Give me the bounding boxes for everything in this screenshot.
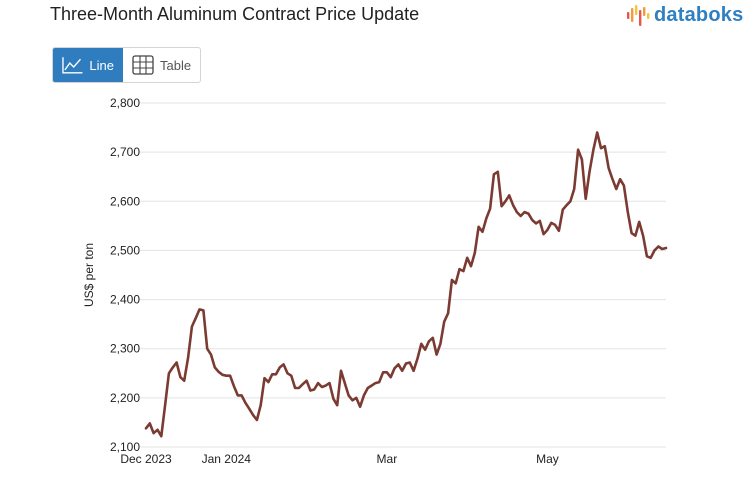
x-tick-label: May xyxy=(536,452,559,466)
x-tick-label: Jan 2024 xyxy=(202,452,252,466)
y-axis-label: US$ per ton xyxy=(82,243,96,307)
y-tick-label: 2,600 xyxy=(110,194,140,208)
y-tick-label: 2,500 xyxy=(110,243,140,257)
brand-name: databoks xyxy=(654,4,744,26)
databoks-logo-icon xyxy=(627,4,650,26)
table-grid-icon xyxy=(132,55,154,75)
x-tick-label: Mar xyxy=(377,452,398,466)
x-tick-label: Dec 2023 xyxy=(120,452,172,466)
y-tick-label: 2,300 xyxy=(110,342,140,356)
y-tick-label: 2,100 xyxy=(110,440,140,454)
y-tick-label: 2,200 xyxy=(110,391,140,405)
y-tick-label: 2,700 xyxy=(110,145,140,159)
line-chart-icon xyxy=(62,57,83,74)
brand-logo[interactable]: databoks xyxy=(626,4,743,27)
table-view-button[interactable]: Table xyxy=(123,48,200,82)
table-view-label: Table xyxy=(160,57,192,73)
price-series-line xyxy=(144,131,668,438)
view-toggle: Line Table xyxy=(52,47,202,83)
y-tick-label: 2,400 xyxy=(110,293,140,307)
line-view-label: Line xyxy=(89,57,114,73)
line-view-button[interactable]: Line xyxy=(53,48,123,82)
chart-title: Three-Month Aluminum Contract Price Upda… xyxy=(50,4,420,24)
y-tick-label: 2,800 xyxy=(110,96,140,110)
